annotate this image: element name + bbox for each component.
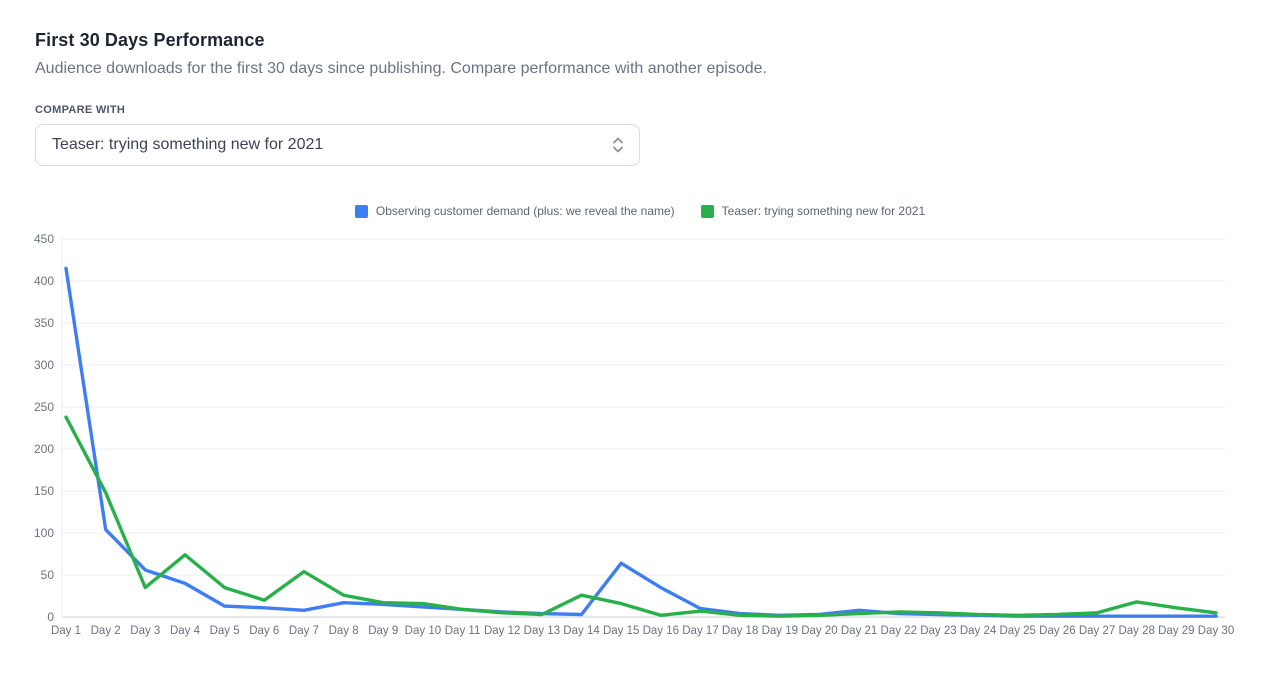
y-axis-tick-label: 400 [34,274,54,288]
x-axis-tick-label: Day 5 [210,625,240,637]
y-axis-tick-label: 150 [34,484,54,498]
y-axis-tick-label: 100 [34,526,54,540]
x-axis-tick-label: Day 19 [762,625,798,637]
x-axis-tick-label: Day 24 [960,625,997,637]
compare-with-label: COMPARE WITH [35,104,126,116]
x-axis-tick-label: Day 6 [249,625,279,637]
x-axis-tick-label: Day 26 [1039,625,1075,637]
x-axis-tick-label: Day 20 [801,625,837,637]
page-subtitle: Audience downloads for the first 30 days… [35,60,767,77]
legend-label: Teaser: trying something new for 2021 [721,204,926,218]
y-axis-tick-label: 250 [34,400,54,414]
x-axis-tick-label: Day 28 [1118,625,1154,637]
legend-swatch-icon [354,204,368,218]
x-axis-tick-label: Day 21 [841,625,877,637]
y-axis-tick-label: 0 [47,610,54,624]
x-axis-tick-label: Day 7 [289,625,319,637]
page-header: First 30 Days Performance Audience downl… [0,0,1280,166]
series-line [64,415,1218,618]
x-axis-tick-label: Day 18 [722,625,758,637]
x-axis-tick-label: Day 11 [445,625,481,637]
x-axis-tick-label: Day 13 [524,625,560,637]
x-axis-tick-label: Day 14 [563,625,600,637]
x-axis-tick-label: Day 25 [1000,625,1036,637]
legend-item: Observing customer demand (plus: we reve… [354,204,675,218]
chart-container: 0 50 100 150 200 250 300 350 400 450 Day 1 Day 2 Day… [0,224,1280,643]
x-axis-tick-label: Day 9 [368,625,398,637]
y-axis-tick-label: 50 [41,568,55,582]
x-axis-tick-label: Day 30 [1198,625,1234,637]
page-title: First 30 Days Performance [35,30,265,50]
series-line [64,266,1218,618]
x-axis-tick-label: Day 27 [1079,625,1115,637]
x-axis-tick-label: Day 10 [405,625,441,637]
x-axis-tick-label: Day 16 [643,625,679,637]
x-axis-tick-label: Day 1 [51,625,81,637]
legend-label: Observing customer demand (plus: we reve… [375,204,675,218]
x-axis-tick-label: Day 4 [170,625,201,637]
legend-item: Teaser: trying something new for 2021 [700,204,926,218]
chart-legend: Observing customer demand (plus: we reve… [0,202,1280,220]
downloads-line-chart: 0 50 100 150 200 250 300 350 400 450 Day 1 Day 2 Day… [34,232,1234,637]
x-axis-tick-label: Day 22 [881,625,917,637]
y-axis-tick-label: 450 [34,232,54,246]
legend-swatch-icon [700,204,714,218]
y-axis-tick-label: 350 [34,316,54,330]
compare-with-field: COMPARE WITH Teaser: trying something ne… [35,104,1245,166]
x-axis-tick-label: Day 8 [329,625,359,637]
y-axis-tick-label: 300 [34,358,54,372]
x-axis-tick-label: Day 17 [682,625,718,637]
x-axis-tick-label: Day 23 [920,625,956,637]
x-axis-tick-label: Day 3 [130,625,160,637]
up-down-chevron-icon [611,135,625,155]
x-axis-tick-label: Day 2 [91,625,121,637]
compare-with-selected-value: Teaser: trying something new for 2021 [52,136,324,153]
x-axis-tick-label: Day 12 [484,625,520,637]
x-axis-tick-label: Day 15 [603,625,639,637]
y-axis-tick-label: 200 [34,442,54,456]
compare-with-select[interactable]: Teaser: trying something new for 2021 [35,124,640,166]
x-axis-tick-label: Day 29 [1158,625,1194,637]
